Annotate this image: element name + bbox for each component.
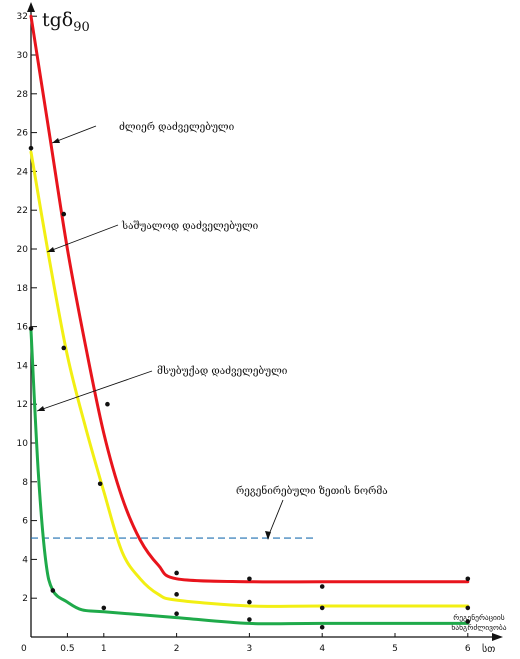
y-tick-label: 26	[17, 129, 29, 139]
x-origin-label: 0	[21, 644, 27, 654]
y-tick-label: 18	[17, 284, 29, 294]
y-axis-label-sub: 90	[73, 20, 90, 35]
pointer-regenerated-norm	[267, 499, 284, 538]
y-tick-label: 8	[22, 478, 28, 488]
curves-layer	[29, 14, 470, 626]
regen-duration-label-line1: რეგენერაციის	[453, 613, 504, 622]
y-tick-label: 22	[17, 206, 28, 216]
data-point	[61, 211, 67, 217]
y-tick-label: 2	[22, 594, 28, 604]
arrowhead-moderately-aged-icon	[47, 247, 55, 252]
data-point	[465, 576, 471, 582]
y-axis-label: tgδ90	[42, 9, 90, 35]
regen-duration-label-line2: ხანგრძლივობა	[451, 623, 506, 632]
y-tick-label: 10	[17, 439, 29, 449]
annotation-regenerated-norm: რეგენირებული ზეთის ნორმა	[236, 485, 388, 497]
x-tick-label: 0.5	[60, 644, 74, 654]
y-tick-label: 24	[17, 167, 29, 177]
annotation-lightly-aged: მსუბუქად დაძველებული	[157, 366, 288, 377]
annotation-moderately-aged: საშუალოდ დაძველებული	[121, 221, 259, 232]
points-layer	[28, 145, 471, 630]
data-point	[101, 605, 107, 611]
y-tick-label: 14	[17, 361, 29, 371]
y-axis-arrow-icon	[27, 2, 35, 12]
y-tick-label: 20	[17, 245, 29, 255]
x-axis-arrow-icon	[492, 633, 503, 641]
y-tick-label: 16	[17, 323, 29, 333]
y-tick-label: 28	[17, 90, 29, 100]
series-line-1	[29, 150, 470, 608]
data-point	[50, 588, 56, 593]
x-tick-label: 1	[101, 644, 107, 654]
data-point	[247, 576, 252, 582]
y-tick-label: 12	[17, 400, 28, 410]
pointer-moderately-aged	[46, 224, 119, 253]
x-axis-label: სთ	[482, 643, 495, 655]
data-point	[105, 401, 110, 407]
data-point	[319, 584, 325, 589]
data-point	[61, 345, 67, 351]
arrowhead-lightly-aged-icon	[37, 406, 45, 411]
y-axis-label-base: tgδ	[42, 9, 73, 31]
data-point	[174, 611, 179, 617]
x-tick-label: 6	[465, 644, 471, 654]
series-line-2	[29, 328, 470, 626]
y-tick-label: 6	[22, 517, 28, 527]
pointer-lightly-aged	[36, 370, 153, 412]
data-point	[174, 592, 179, 597]
pointer-strongly-aged	[51, 125, 97, 144]
data-point	[247, 617, 252, 622]
data-point	[319, 625, 325, 630]
annotation-strongly-aged: ძლიერ დაძველებული	[119, 122, 235, 133]
data-point	[465, 619, 471, 624]
y-tick-label: 32	[17, 12, 28, 22]
data-point	[174, 570, 179, 576]
series-line-0	[29, 14, 470, 584]
data-point	[465, 605, 471, 611]
data-point	[28, 326, 34, 331]
arrowhead-strongly-aged-icon	[52, 138, 60, 143]
x-tick-label: 2	[174, 644, 180, 654]
x-tick-label: 5	[392, 644, 398, 654]
data-point	[28, 145, 34, 151]
y-tick-label: 4	[22, 555, 28, 565]
x-tick-label: 4	[319, 644, 325, 654]
y-tick-label: 30	[17, 51, 29, 61]
arrowhead-regenerated-norm-icon	[265, 531, 271, 540]
data-point	[97, 481, 103, 487]
data-point	[319, 605, 325, 611]
data-point	[247, 599, 252, 605]
x-tick-label: 3	[247, 644, 253, 654]
